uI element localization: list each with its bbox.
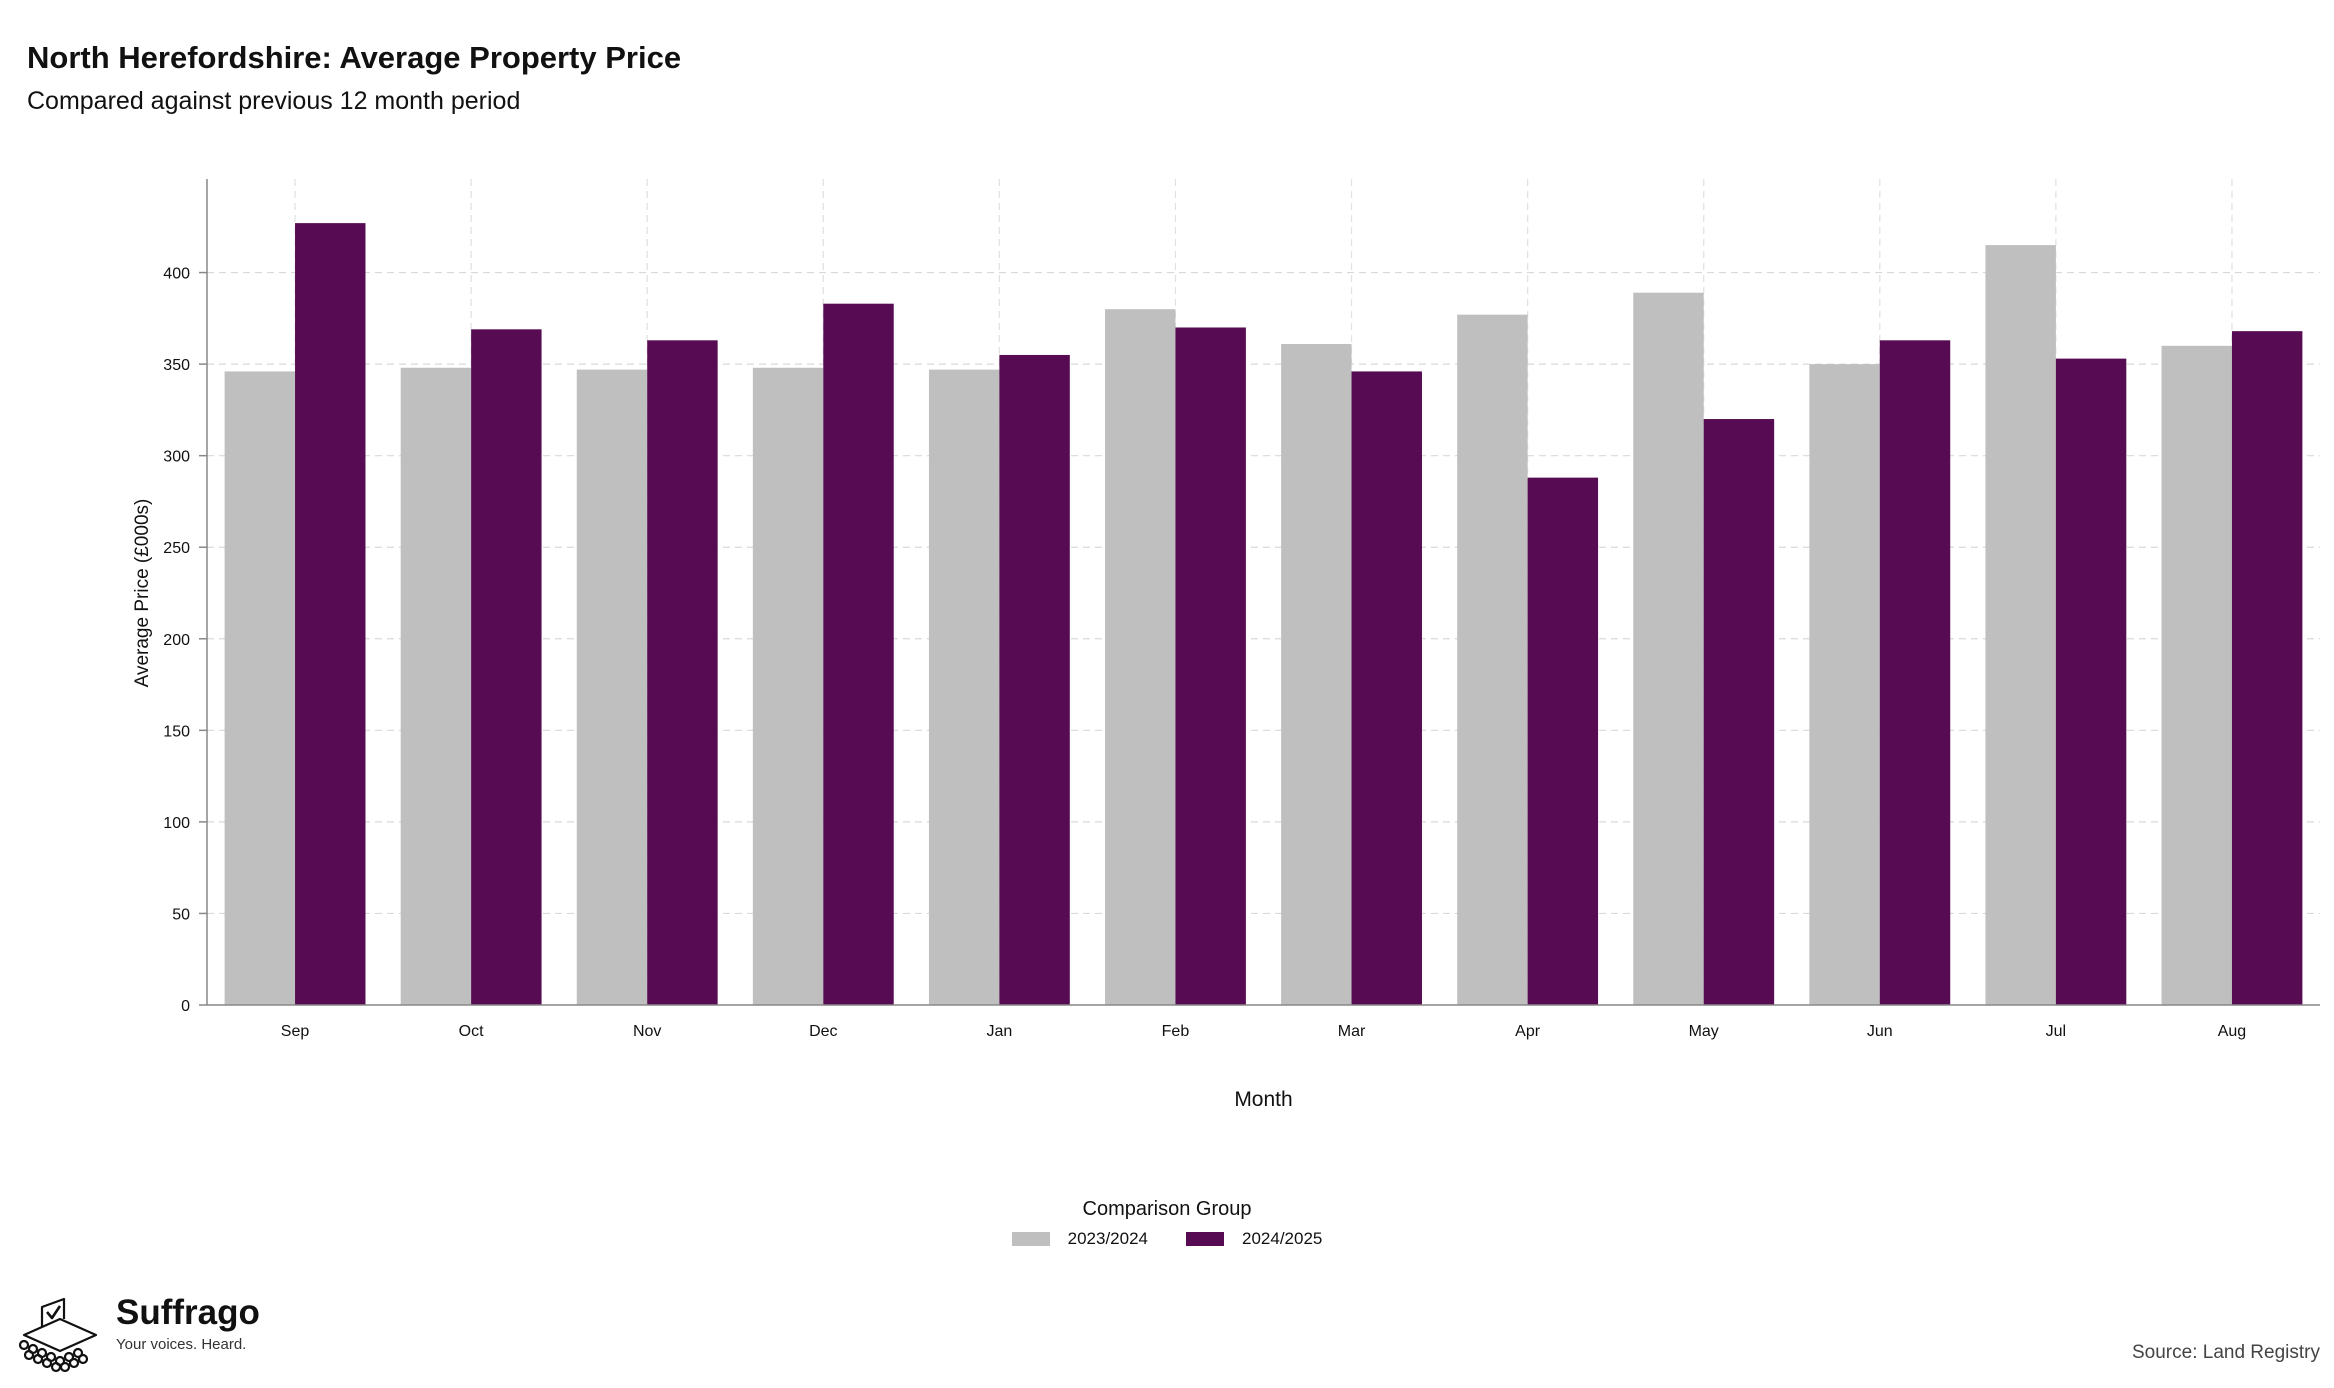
tick-labels: 0 50 100 150 200 250 300 350 400 Sep Oct Nov Dec Jan F… [163,266,2246,1040]
legend-label: 2023/2024 [1067,1229,1148,1248]
bar-2024-2025-oct [471,329,542,1005]
y-tick-label: 100 [163,815,190,832]
bar-2024-2025-feb [1175,327,1246,1005]
x-tick-label: Apr [1515,1023,1541,1040]
source-note: Source: Land Registry [2132,1342,2320,1363]
y-tick-label: 200 [163,632,190,649]
brand-name: Suffrago [116,1293,260,1332]
bar-2024-2025-apr [1527,477,1599,1005]
bar-2024-2025-dec [823,303,894,1005]
bar-2024-2025-sep [295,223,366,1006]
chart-title: North Herefordshire: Average Property Pr… [27,40,682,75]
brand-logo: Suffrago Your voices. Heard. [14,1295,260,1375]
bar-2024-2025-aug [2231,331,2303,1005]
bar-2023-2024-jan [928,369,1000,1005]
bar-2023-2024-nov [576,369,648,1005]
x-tick-label: Feb [1162,1023,1190,1040]
legend-label: 2024/2025 [1242,1229,1323,1248]
chart-subtitle: Compared against previous 12 month perio… [27,87,521,115]
x-tick-label: Dec [809,1023,837,1040]
bar-2023-2024-jul [1985,245,2056,1006]
bars [224,223,2303,1006]
x-tick-label: Mar [1338,1023,1366,1040]
bar-2023-2024-oct [400,367,472,1006]
x-tick-label: Jan [986,1023,1012,1040]
x-tick-label: Jul [2046,1023,2066,1040]
legend-swatch [1186,1232,1224,1246]
y-tick-label: 350 [163,357,190,374]
y-tick-label: 400 [163,266,190,283]
y-tick-label: 0 [181,998,190,1015]
bar-2023-2024-feb [1105,309,1176,1006]
x-tick-label: Sep [281,1023,310,1040]
x-axis-title: Month [1234,1088,1292,1111]
bar-2024-2025-may [1703,419,1775,1005]
brand-tagline: Your voices. Heard. [116,1336,247,1353]
y-tick-label: 50 [172,906,190,923]
legend-title: Comparison Group [1082,1198,1252,1220]
bar-2024-2025-mar [1351,371,1422,1005]
legend-item-2024-2025: 2024/2025 [1186,1229,1322,1249]
bar-2023-2024-mar [1281,343,1352,1006]
y-axis-title: Average Price (£000s) [132,499,153,688]
x-tick-label: Jun [1867,1023,1893,1040]
x-tick-label: Nov [633,1023,661,1040]
bar-2024-2025-jun [1879,340,1951,1006]
axes [199,179,2320,1006]
bar-2024-2025-jan [999,354,1070,1005]
x-tick-label: Aug [2218,1023,2246,1040]
bar-chart: 0 50 100 150 200 250 300 350 400 Sep Oct Nov Dec Jan F… [132,179,2320,1111]
bar-2024-2025-jul [2055,358,2127,1005]
ballot-box-icon [18,1297,98,1373]
bar-2023-2024-aug [2161,345,2232,1005]
y-tick-label: 300 [163,449,190,466]
bar-2024-2025-nov [647,340,718,1006]
y-tick-label: 150 [163,723,190,740]
legend: Comparison Group 2023/2024 2024/2025 [0,1198,2334,1249]
x-tick-label: May [1689,1023,1719,1040]
y-tick-label: 250 [163,540,190,557]
legend-item-2023-2024: 2023/2024 [1011,1229,1148,1249]
bar-2023-2024-sep [224,371,296,1005]
bar-2023-2024-jun [1809,364,1880,1006]
bar-2023-2024-apr [1457,314,1528,1005]
x-tick-label: Oct [459,1023,484,1040]
bar-2023-2024-dec [752,367,824,1006]
legend-swatch [1011,1232,1050,1246]
bar-2023-2024-may [1633,292,1704,1006]
